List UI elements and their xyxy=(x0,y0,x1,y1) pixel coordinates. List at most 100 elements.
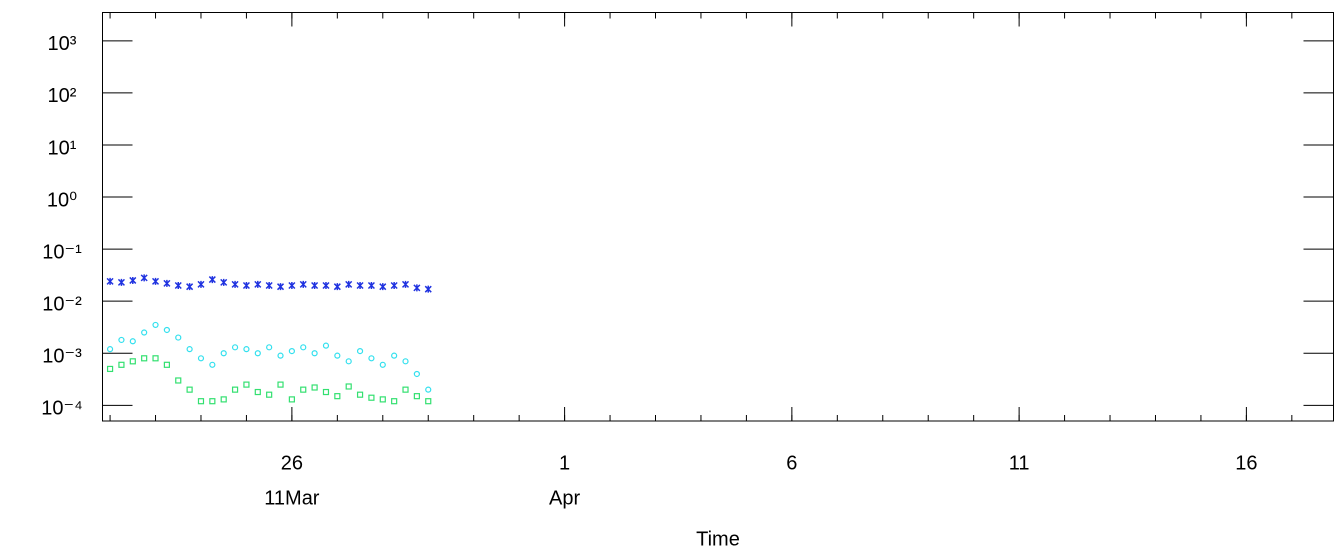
point xyxy=(288,396,295,403)
point xyxy=(425,398,432,405)
point xyxy=(197,398,205,405)
point xyxy=(391,398,398,405)
point xyxy=(163,279,171,287)
point xyxy=(231,386,239,393)
point xyxy=(345,358,352,365)
point xyxy=(311,384,318,391)
point xyxy=(379,361,386,368)
point xyxy=(106,277,114,285)
point xyxy=(141,355,148,362)
point xyxy=(402,358,409,365)
point xyxy=(300,344,307,351)
point xyxy=(209,398,216,405)
y-tick-label: 10⁻⁴ xyxy=(41,398,82,420)
point xyxy=(333,283,341,291)
point xyxy=(345,280,353,288)
point xyxy=(265,281,273,290)
point xyxy=(175,334,182,341)
point xyxy=(300,386,307,393)
point xyxy=(220,278,228,286)
x-tick-label: 1 xyxy=(559,452,570,474)
y-tick-label: 10¹ xyxy=(48,137,77,159)
point xyxy=(163,361,170,368)
point xyxy=(311,350,318,357)
point xyxy=(356,281,364,290)
point xyxy=(242,281,250,290)
point xyxy=(209,361,216,368)
point xyxy=(390,281,398,290)
y-tick-label: 10⁻³ xyxy=(42,346,82,368)
y-tick-label: 10⁰ xyxy=(47,189,77,211)
y-tick-label: 10³ xyxy=(48,33,77,55)
point xyxy=(254,280,262,288)
x-tick-label: 16 xyxy=(1235,452,1257,474)
point xyxy=(163,326,170,334)
point xyxy=(254,388,261,396)
point xyxy=(186,346,193,353)
point xyxy=(197,355,205,362)
point xyxy=(368,355,375,362)
point xyxy=(413,393,420,400)
x-month-label: 11Mar xyxy=(264,487,320,509)
point xyxy=(288,347,295,355)
point xyxy=(151,277,160,285)
point xyxy=(141,329,148,336)
point xyxy=(106,346,114,353)
point xyxy=(334,352,341,359)
point xyxy=(129,276,137,284)
y-tick-label: 10² xyxy=(48,85,77,107)
point xyxy=(129,338,136,345)
y-tick-label: 10⁻² xyxy=(42,293,82,315)
point xyxy=(118,336,125,344)
x-month-label: Apr xyxy=(549,487,580,509)
point xyxy=(299,280,307,288)
point xyxy=(220,396,227,403)
point xyxy=(367,281,375,290)
point xyxy=(243,381,250,388)
point xyxy=(197,280,205,288)
point xyxy=(266,391,273,398)
point xyxy=(277,352,284,359)
point xyxy=(186,283,194,291)
point xyxy=(231,280,239,288)
point xyxy=(277,381,284,388)
point xyxy=(175,377,182,384)
point xyxy=(266,344,273,351)
x-axis-label: Time xyxy=(696,528,740,550)
point xyxy=(413,284,421,292)
y-tick-label: 10⁻¹ xyxy=(42,241,82,263)
x-tick-label: 6 xyxy=(786,452,797,474)
point xyxy=(152,355,159,362)
x-tick-label: 11 xyxy=(1009,452,1030,474)
point xyxy=(402,386,409,393)
point xyxy=(379,283,387,291)
point xyxy=(231,344,239,351)
point xyxy=(118,361,125,368)
point xyxy=(345,383,352,390)
point xyxy=(413,370,420,378)
point xyxy=(129,358,136,365)
x-tick-label: 26 xyxy=(281,452,303,474)
point xyxy=(243,346,250,353)
point xyxy=(106,365,114,373)
point xyxy=(276,283,285,291)
point xyxy=(379,396,386,403)
point xyxy=(425,386,432,393)
point xyxy=(186,386,193,393)
point xyxy=(140,274,148,282)
point xyxy=(152,321,159,329)
point xyxy=(424,285,432,293)
plot-frame xyxy=(102,12,1334,422)
point xyxy=(220,350,227,357)
point xyxy=(208,276,216,284)
point xyxy=(174,281,182,290)
point xyxy=(322,342,330,349)
point xyxy=(288,281,296,290)
point xyxy=(254,350,261,357)
point xyxy=(391,352,398,359)
point xyxy=(322,388,330,396)
point xyxy=(356,391,364,398)
point xyxy=(334,393,341,400)
point xyxy=(322,281,330,290)
